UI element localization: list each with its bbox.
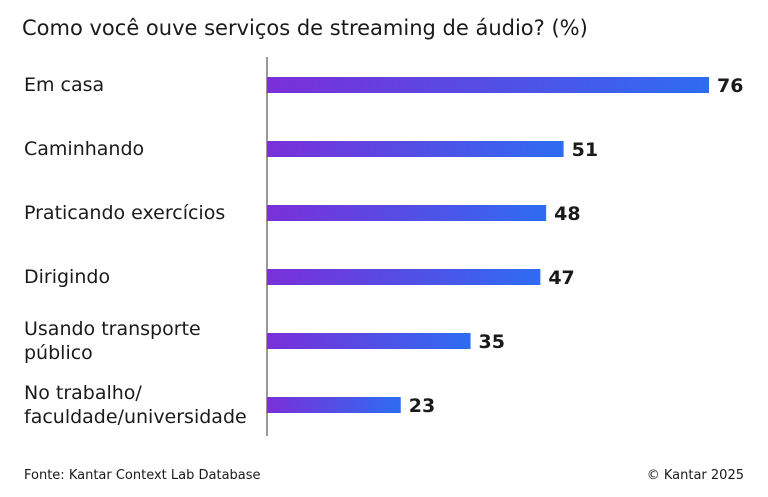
bar [267,333,471,349]
category-label: Dirigindo [24,266,111,288]
category-label: No trabalho/ faculdade/universidade [24,382,247,428]
value-label: 23 [409,395,435,417]
bar [267,269,541,285]
value-label: 47 [548,267,574,289]
bar [267,141,564,157]
chart-title: Como você ouve serviços de streaming de … [22,16,588,40]
value-label: 35 [479,331,505,353]
copyright: © Kantar 2025 [646,468,744,483]
value-label: 51 [572,139,598,161]
category-label: Em casa [24,74,105,96]
value-label: 76 [717,75,743,97]
source: Fonte: Kantar Context Lab Database [24,468,261,483]
bar [267,205,547,221]
value-label: 48 [554,203,580,225]
category-label: Usando transporte público [24,318,201,364]
category-label: Praticando exercícios [24,202,226,224]
bar [267,397,401,413]
category-label: Caminhando [24,138,145,160]
bar [267,77,709,93]
